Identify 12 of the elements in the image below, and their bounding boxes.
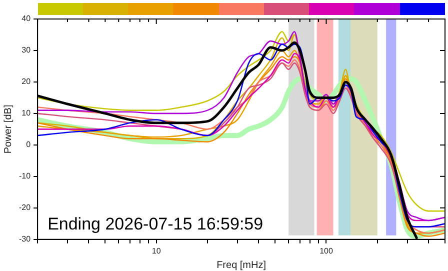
y-tick-label: 20 [22,77,32,86]
y-tick-label: -10 [19,172,32,181]
y-tick-label: -20 [19,203,32,212]
annotation: Ending 2026-07-15 16:59:59 [48,214,264,234]
y-tick-label: 0 [26,140,32,150]
x-axis-title: Freq [mHz] [216,260,266,271]
y-tick-label: 10 [22,108,32,118]
y-tick-label: -30 [19,234,32,244]
y-tick-label: 30 [22,46,32,55]
y-axis-title: Power [dB] [2,104,14,154]
x-tick-label: 100 [320,246,334,256]
y-tick-label: 40 [22,14,32,24]
